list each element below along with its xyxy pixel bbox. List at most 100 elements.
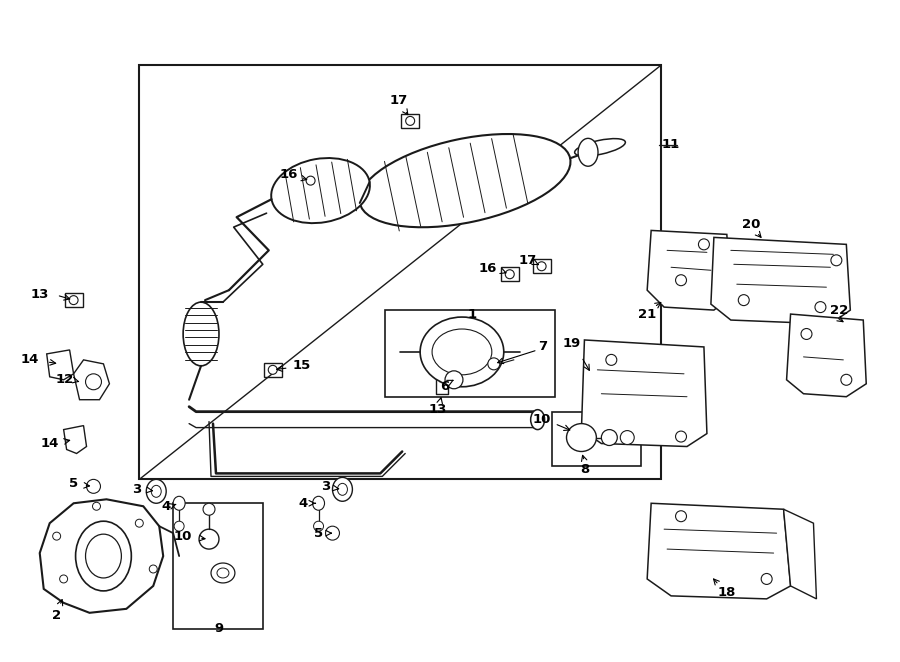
- Ellipse shape: [199, 529, 219, 549]
- Text: 17: 17: [518, 254, 536, 267]
- Ellipse shape: [175, 521, 184, 531]
- Ellipse shape: [217, 568, 229, 578]
- Ellipse shape: [738, 295, 749, 306]
- Text: 11: 11: [662, 138, 680, 152]
- Text: 1: 1: [467, 308, 476, 320]
- Ellipse shape: [574, 138, 626, 156]
- Ellipse shape: [566, 424, 597, 451]
- Ellipse shape: [761, 573, 772, 585]
- Ellipse shape: [606, 354, 616, 365]
- Ellipse shape: [76, 521, 131, 591]
- Ellipse shape: [488, 358, 500, 370]
- Bar: [500, 267, 518, 281]
- Ellipse shape: [601, 430, 617, 446]
- Text: 4: 4: [162, 500, 171, 513]
- Ellipse shape: [420, 317, 504, 387]
- Text: 16: 16: [280, 168, 307, 181]
- Ellipse shape: [183, 302, 219, 366]
- Text: 10: 10: [533, 413, 551, 426]
- Text: 17: 17: [389, 95, 408, 115]
- Polygon shape: [787, 314, 866, 397]
- Text: 20: 20: [742, 218, 760, 231]
- Text: 6: 6: [440, 380, 450, 393]
- Ellipse shape: [151, 485, 161, 497]
- Polygon shape: [74, 360, 110, 400]
- Polygon shape: [647, 230, 731, 310]
- Ellipse shape: [359, 134, 571, 227]
- Text: 22: 22: [831, 304, 849, 316]
- Text: 3: 3: [131, 483, 141, 496]
- Ellipse shape: [676, 275, 687, 286]
- Bar: [140, 65, 662, 479]
- Bar: [302, 173, 319, 188]
- Ellipse shape: [59, 575, 68, 583]
- Ellipse shape: [93, 502, 101, 510]
- Ellipse shape: [203, 503, 215, 515]
- Text: 5: 5: [69, 477, 78, 490]
- Text: 4: 4: [298, 496, 307, 510]
- Text: 16: 16: [479, 261, 497, 275]
- Ellipse shape: [505, 269, 514, 279]
- Ellipse shape: [268, 365, 277, 374]
- Bar: [552, 412, 641, 467]
- Ellipse shape: [135, 519, 143, 527]
- Ellipse shape: [211, 563, 235, 583]
- Ellipse shape: [332, 477, 353, 501]
- Ellipse shape: [312, 496, 325, 510]
- Text: 14: 14: [40, 437, 58, 450]
- Ellipse shape: [801, 328, 812, 340]
- Bar: [65, 293, 83, 307]
- Ellipse shape: [676, 431, 687, 442]
- Ellipse shape: [326, 526, 339, 540]
- Polygon shape: [647, 503, 790, 599]
- Text: 13: 13: [31, 288, 49, 301]
- Ellipse shape: [271, 158, 370, 223]
- Ellipse shape: [86, 374, 102, 390]
- Ellipse shape: [698, 239, 709, 250]
- Ellipse shape: [841, 374, 851, 385]
- Ellipse shape: [338, 483, 347, 495]
- Ellipse shape: [313, 521, 323, 531]
- Text: 2: 2: [52, 609, 61, 622]
- Polygon shape: [784, 509, 816, 599]
- Text: 19: 19: [562, 338, 580, 350]
- Text: 15: 15: [292, 359, 310, 372]
- Text: 10: 10: [174, 530, 193, 543]
- Ellipse shape: [147, 479, 166, 503]
- Polygon shape: [47, 350, 74, 380]
- Bar: [401, 114, 419, 128]
- Ellipse shape: [815, 302, 826, 312]
- Ellipse shape: [406, 117, 415, 125]
- Ellipse shape: [620, 430, 634, 444]
- Ellipse shape: [53, 532, 60, 540]
- Polygon shape: [581, 340, 706, 446]
- Ellipse shape: [676, 511, 687, 522]
- Ellipse shape: [537, 261, 546, 271]
- Text: 21: 21: [638, 308, 656, 320]
- Ellipse shape: [578, 138, 598, 166]
- Bar: [385, 310, 554, 397]
- Ellipse shape: [306, 176, 315, 185]
- Text: 14: 14: [21, 354, 39, 366]
- Bar: [533, 259, 551, 273]
- Ellipse shape: [445, 371, 463, 389]
- Ellipse shape: [86, 479, 101, 493]
- Text: 12: 12: [55, 373, 74, 387]
- Text: 5: 5: [314, 527, 323, 540]
- Ellipse shape: [531, 410, 544, 430]
- Bar: [173, 503, 263, 629]
- Polygon shape: [711, 238, 850, 324]
- Polygon shape: [40, 499, 163, 613]
- Ellipse shape: [831, 255, 842, 265]
- Ellipse shape: [86, 534, 122, 578]
- Ellipse shape: [69, 296, 78, 305]
- Bar: [264, 363, 282, 377]
- Text: 18: 18: [717, 587, 736, 599]
- Ellipse shape: [432, 329, 491, 375]
- Text: 13: 13: [429, 403, 447, 416]
- Polygon shape: [64, 426, 86, 453]
- Ellipse shape: [149, 565, 158, 573]
- Text: 8: 8: [580, 463, 590, 476]
- Text: 3: 3: [321, 480, 330, 493]
- Text: 9: 9: [214, 622, 223, 636]
